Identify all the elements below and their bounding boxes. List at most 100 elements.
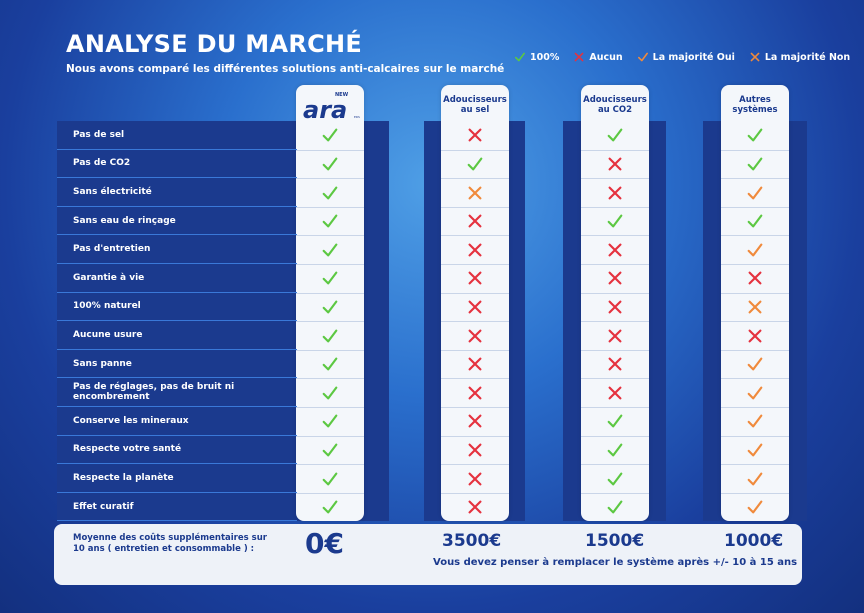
legend-item-aucun: Aucun (573, 51, 623, 63)
check-orange-icon (747, 414, 763, 428)
costs-label: Moyenne des coûts supplémentaires sur 10… (73, 533, 267, 554)
legend-label: 100% (530, 51, 560, 63)
cross-red-icon (608, 186, 622, 199)
check-green-icon (322, 443, 338, 457)
cell-divider (581, 235, 649, 237)
cell-divider (581, 321, 649, 323)
row-label: Sans panne (57, 350, 297, 379)
price-ara: 0€ (305, 527, 344, 560)
cross-red-icon (748, 271, 762, 285)
row-label: Respecte la planète (57, 464, 297, 493)
check-green-icon (747, 157, 763, 171)
cell-divider (441, 321, 509, 323)
cell-divider (441, 464, 509, 466)
cell-divider (581, 149, 649, 151)
price-co2: 1500€ (585, 531, 645, 551)
cell-divider (721, 178, 789, 180)
cross-red-icon (468, 357, 482, 371)
check-orange-icon (747, 357, 763, 371)
check-green-icon (607, 443, 623, 457)
row-label: Pas de réglages, pas de bruit ni encombr… (57, 378, 297, 407)
cross-red-icon (748, 329, 762, 342)
legend-item-majorite-oui: La majorité Oui (637, 51, 735, 63)
check-orange-icon (747, 386, 763, 400)
check-green-icon (467, 157, 483, 171)
check-green-icon (747, 214, 763, 228)
cell-divider (296, 149, 364, 151)
check-green-icon (322, 243, 338, 257)
costs-box (54, 524, 802, 585)
check-orange-icon (747, 472, 763, 485)
cell-divider (441, 292, 509, 294)
cross-red-icon (608, 271, 622, 285)
header-line: Adoucisseurs (443, 95, 507, 105)
check-green-icon (322, 414, 338, 428)
cross-red-icon (608, 386, 622, 400)
header-co2: Adoucisseurs au CO2 (581, 95, 649, 115)
cell-divider (441, 235, 509, 237)
legend-item-100: 100% (514, 51, 559, 63)
row-label: Effet curatif (57, 493, 297, 522)
cross-orange-icon (750, 52, 760, 62)
cell-divider (296, 492, 364, 494)
cell-divider (721, 407, 789, 408)
cross-red-icon (468, 214, 482, 228)
row-label: Pas de sel (57, 121, 297, 150)
column-co2 (581, 85, 649, 521)
check-green-icon (607, 128, 623, 142)
legend-label: Aucun (589, 51, 623, 63)
cross-red-icon (468, 300, 482, 314)
cell-divider (581, 492, 649, 494)
cross-red-icon (608, 357, 622, 371)
cross-red-icon (608, 157, 622, 171)
cross-red-icon (468, 329, 482, 342)
check-green-icon (607, 472, 623, 485)
check-green-icon (607, 214, 623, 228)
check-green-icon (747, 128, 763, 142)
cross-red-icon (468, 128, 482, 142)
cell-divider (721, 292, 789, 294)
price-sel: 3500€ (442, 531, 502, 551)
check-green-icon (322, 214, 338, 228)
header-line: Adoucisseurs (583, 95, 647, 105)
check-orange-icon (747, 500, 763, 514)
cell-divider (296, 292, 364, 294)
header-line: systèmes (732, 105, 778, 115)
cell-divider (441, 349, 509, 351)
cell-divider (441, 492, 509, 494)
row-label: Garantie à vie (57, 264, 297, 293)
cross-orange-icon (748, 300, 762, 314)
cell-divider (721, 206, 789, 208)
legend-label: La majorité Non (764, 51, 851, 63)
column-autres (721, 85, 789, 521)
cell-divider (581, 435, 649, 437)
header-line: au sel (460, 105, 490, 115)
check-green-icon (322, 472, 338, 485)
cell-divider (721, 349, 789, 351)
cell-divider (721, 149, 789, 151)
svg-text:ERS: ERS (354, 115, 360, 119)
cell-divider (581, 206, 649, 208)
svg-text:ara: ara (303, 96, 347, 123)
cell-divider (296, 264, 364, 265)
row-label: Aucune usure (57, 321, 297, 350)
svg-text:NEW: NEW (335, 92, 349, 98)
cell-divider (296, 407, 364, 408)
header-autres: Autres systèmes (721, 95, 789, 115)
check-green-icon (322, 186, 338, 199)
cross-red-icon (608, 300, 622, 314)
check-green-icon (322, 271, 338, 285)
cell-divider (441, 264, 509, 265)
cell-divider (581, 407, 649, 408)
cell-divider (296, 349, 364, 351)
row-label: 100% naturel (57, 293, 297, 322)
row-label: Pas d'entretien (57, 235, 297, 264)
cross-red-icon (468, 472, 482, 485)
column-sel (441, 85, 509, 521)
cell-divider (581, 349, 649, 351)
legend-item-majorite-non: La majorité Non (749, 51, 850, 63)
check-green-icon (322, 386, 338, 400)
cross-red-icon (468, 271, 482, 285)
cell-divider (721, 492, 789, 494)
cross-red-icon (468, 443, 482, 457)
